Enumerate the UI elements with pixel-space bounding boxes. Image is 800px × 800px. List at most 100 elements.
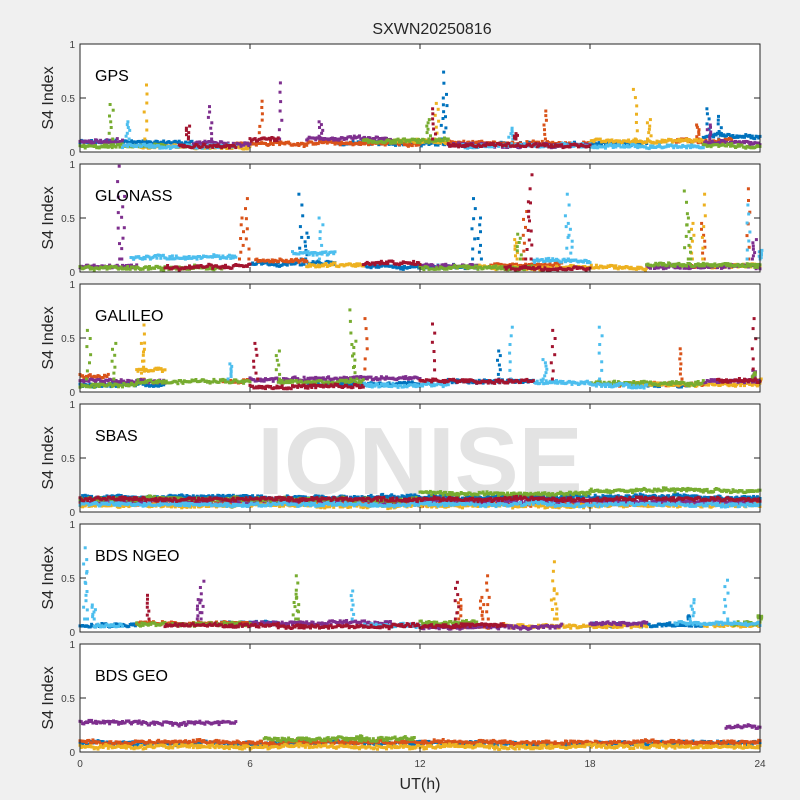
data-point [412, 384, 416, 388]
data-point [109, 382, 113, 386]
data-point [337, 380, 341, 384]
data-point [725, 263, 728, 267]
data-point [160, 141, 164, 145]
data-point [271, 136, 275, 140]
data-point [708, 135, 712, 139]
data-point [139, 378, 142, 381]
data-point [560, 260, 564, 264]
data-point [181, 381, 185, 385]
data-point [597, 325, 601, 329]
data-point [229, 256, 233, 260]
data-point [124, 134, 128, 138]
data-point [100, 384, 104, 388]
data-point [121, 236, 125, 240]
data-point [110, 359, 114, 363]
data-point [616, 141, 620, 145]
data-point [544, 114, 548, 118]
data-point [749, 264, 753, 268]
data-point [385, 260, 388, 264]
data-point [578, 144, 582, 148]
data-point [316, 263, 320, 267]
data-point [243, 147, 247, 151]
data-point [260, 106, 264, 109]
data-point [707, 127, 711, 131]
data-point [359, 381, 363, 385]
data-point [256, 386, 260, 390]
data-point [361, 378, 365, 382]
data-point [695, 135, 699, 139]
data-point [87, 379, 91, 383]
data-point [504, 144, 508, 148]
data-point [425, 124, 429, 128]
data-point [479, 230, 482, 234]
data-point [436, 139, 440, 142]
data-point [278, 90, 282, 94]
data-points [78, 70, 762, 151]
data-point [713, 262, 717, 266]
data-point [343, 380, 347, 384]
data-point [690, 239, 694, 243]
data-point [149, 378, 153, 382]
data-point [690, 143, 694, 147]
data-point [361, 385, 365, 389]
data-point [546, 265, 549, 269]
data-point [598, 383, 602, 387]
data-point [126, 265, 130, 268]
plot-area [80, 44, 760, 152]
data-point [244, 207, 247, 211]
data-point [296, 258, 300, 262]
data-point [678, 357, 682, 361]
data-point [160, 266, 164, 270]
data-point [109, 126, 113, 129]
data-point [379, 259, 383, 263]
data-point [302, 262, 306, 266]
data-point [497, 144, 501, 148]
data-point [515, 249, 519, 253]
data-point [417, 137, 421, 141]
data-point [288, 259, 292, 263]
data-point [352, 375, 356, 379]
data-point [238, 146, 242, 150]
data-point [709, 132, 713, 136]
data-point [432, 127, 436, 131]
data-point [727, 266, 731, 270]
data-point [757, 141, 761, 145]
data-point [712, 378, 716, 382]
data-point [708, 137, 712, 141]
data-point [645, 140, 649, 144]
data-point [493, 265, 497, 269]
data-point [279, 381, 283, 385]
data-point [155, 381, 159, 385]
data-point [442, 81, 446, 85]
data-point [444, 262, 448, 266]
data-point [418, 263, 422, 266]
data-point [672, 146, 676, 150]
data-point [701, 146, 705, 150]
data-point [126, 120, 130, 124]
data-point [155, 140, 159, 143]
data-point [726, 262, 730, 266]
data-points [78, 308, 763, 391]
data-point [739, 384, 743, 388]
data-point [678, 347, 682, 351]
data-point [358, 141, 361, 145]
data-point [642, 379, 646, 383]
data-point [320, 243, 324, 247]
data-point [747, 199, 750, 202]
data-point [352, 134, 356, 138]
data-point [441, 139, 445, 143]
data-point [275, 376, 279, 380]
data-point [184, 126, 188, 130]
data-point [682, 189, 686, 193]
data-point [463, 145, 467, 149]
data-point [604, 146, 607, 150]
data-point [515, 144, 519, 148]
data-point [352, 346, 356, 349]
data-point [543, 128, 546, 132]
data-point [126, 126, 130, 129]
data-point [114, 379, 118, 382]
data-point [133, 267, 137, 271]
data-point [370, 142, 374, 146]
data-point [145, 92, 149, 96]
data-point [654, 141, 658, 145]
